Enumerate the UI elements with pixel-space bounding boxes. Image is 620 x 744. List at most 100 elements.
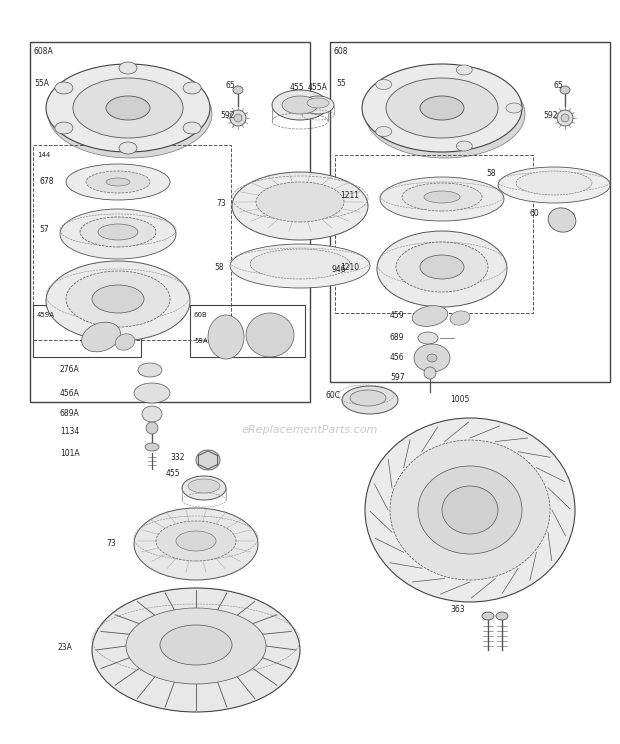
Ellipse shape (126, 608, 266, 684)
Ellipse shape (183, 82, 201, 94)
Text: 608: 608 (334, 48, 348, 57)
Ellipse shape (230, 244, 370, 288)
Text: 592: 592 (220, 112, 234, 121)
Ellipse shape (66, 164, 170, 200)
Ellipse shape (232, 172, 368, 240)
Text: 456A: 456A (60, 388, 80, 397)
Ellipse shape (365, 70, 525, 158)
Ellipse shape (183, 122, 201, 134)
Ellipse shape (427, 354, 437, 362)
Text: eReplacementParts.com: eReplacementParts.com (242, 425, 378, 435)
Ellipse shape (142, 406, 162, 422)
Ellipse shape (234, 114, 242, 122)
Ellipse shape (92, 285, 144, 313)
Text: 678: 678 (39, 178, 53, 187)
Ellipse shape (376, 126, 392, 136)
Ellipse shape (350, 390, 386, 406)
Bar (330, 42, 610, 382)
Text: 946: 946 (332, 266, 347, 275)
Bar (33, 305, 141, 357)
Ellipse shape (196, 450, 220, 470)
Text: 23A: 23A (58, 644, 73, 652)
Text: 1211: 1211 (340, 191, 359, 200)
Ellipse shape (82, 322, 120, 352)
Ellipse shape (377, 231, 507, 307)
Ellipse shape (557, 110, 573, 126)
Text: 459: 459 (390, 312, 405, 321)
Text: 73: 73 (106, 539, 116, 548)
Ellipse shape (48, 70, 212, 158)
Ellipse shape (482, 612, 494, 620)
Ellipse shape (60, 209, 176, 259)
Ellipse shape (208, 315, 244, 359)
Text: 455: 455 (166, 469, 180, 478)
Ellipse shape (250, 249, 350, 279)
Bar (308, 263, 328, 277)
Ellipse shape (548, 208, 576, 232)
Bar (335, 155, 533, 313)
Ellipse shape (396, 242, 488, 292)
Ellipse shape (66, 271, 170, 327)
Ellipse shape (230, 110, 246, 126)
Ellipse shape (272, 90, 328, 120)
Ellipse shape (145, 443, 159, 451)
Ellipse shape (106, 96, 150, 120)
Ellipse shape (402, 183, 482, 211)
Text: 144: 144 (37, 152, 50, 158)
Text: 65: 65 (226, 80, 236, 89)
Ellipse shape (414, 344, 450, 372)
Text: 65: 65 (553, 80, 563, 89)
Ellipse shape (342, 386, 398, 414)
Ellipse shape (115, 334, 135, 350)
Ellipse shape (450, 311, 470, 325)
Ellipse shape (561, 114, 569, 122)
Ellipse shape (134, 508, 258, 580)
Ellipse shape (80, 217, 156, 247)
Text: 101A: 101A (60, 449, 79, 458)
Text: 73: 73 (216, 199, 226, 208)
Text: 689A: 689A (60, 409, 80, 418)
Ellipse shape (176, 531, 216, 551)
Text: 459A: 459A (37, 312, 55, 318)
Ellipse shape (498, 167, 610, 203)
Ellipse shape (182, 476, 226, 500)
Text: 57: 57 (39, 225, 49, 234)
Ellipse shape (420, 96, 464, 120)
Ellipse shape (46, 261, 190, 341)
Ellipse shape (138, 363, 162, 377)
Ellipse shape (380, 177, 504, 221)
Ellipse shape (307, 98, 329, 108)
Bar (30, 42, 310, 402)
Ellipse shape (424, 367, 436, 379)
Ellipse shape (418, 332, 438, 344)
Ellipse shape (376, 80, 392, 89)
Ellipse shape (86, 171, 150, 193)
Ellipse shape (46, 64, 210, 152)
Text: 455A: 455A (308, 83, 328, 92)
Ellipse shape (188, 479, 220, 493)
Ellipse shape (256, 182, 344, 222)
Ellipse shape (496, 612, 508, 620)
Text: 55A: 55A (34, 80, 49, 89)
Text: 608A: 608A (34, 48, 54, 57)
Text: 60B: 60B (194, 312, 208, 318)
Text: 689: 689 (390, 333, 404, 342)
Ellipse shape (156, 521, 236, 561)
Text: 60: 60 (530, 208, 540, 217)
Ellipse shape (424, 191, 460, 203)
Ellipse shape (119, 142, 137, 154)
Text: 55: 55 (336, 80, 346, 89)
Ellipse shape (365, 418, 575, 602)
Ellipse shape (420, 255, 464, 279)
Ellipse shape (282, 96, 318, 114)
Ellipse shape (412, 306, 448, 327)
Ellipse shape (442, 486, 498, 534)
Text: 332: 332 (170, 452, 185, 461)
Ellipse shape (98, 224, 138, 240)
Ellipse shape (55, 82, 73, 94)
Text: 59A: 59A (194, 338, 208, 344)
Text: 60C: 60C (326, 391, 341, 400)
Ellipse shape (92, 588, 300, 712)
Ellipse shape (390, 440, 550, 580)
Text: 597: 597 (390, 373, 405, 382)
